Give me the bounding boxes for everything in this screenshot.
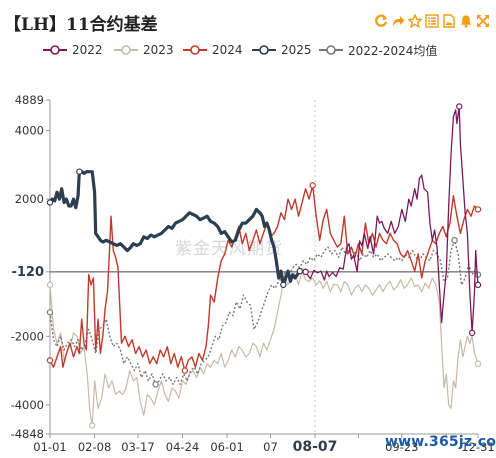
x-tick-label: 12-31 xyxy=(461,440,494,454)
refresh-icon[interactable] xyxy=(374,14,388,28)
legend-item-average[interactable]: 2022-2024均值 xyxy=(318,40,437,60)
legend-label-average: 2022-2024均值 xyxy=(348,43,438,58)
series-point-2024 xyxy=(181,367,189,374)
series-point-2023 xyxy=(474,360,482,367)
x-tick-label: 06-01 xyxy=(210,440,243,454)
x-tick-label: 07 xyxy=(263,440,278,454)
x-tick-label: 04-24 xyxy=(166,440,199,454)
image-icon[interactable] xyxy=(442,14,456,28)
y-tick-label: -2000 xyxy=(11,329,44,343)
series-point-2025 xyxy=(280,281,287,289)
series-point-2023 xyxy=(89,422,96,429)
series-point-2024 xyxy=(46,357,54,364)
x-tick-label: 03-17 xyxy=(121,440,154,454)
y-tick-label: -4000 xyxy=(11,398,44,412)
title-bar: 【LH】11合约基差 xyxy=(0,0,496,44)
background-watermark: 紫金天风期货 xyxy=(175,239,283,259)
legend-label-2023: 2023 xyxy=(143,43,174,57)
y-tick-label: -4848 xyxy=(11,427,44,441)
series-point-2025 xyxy=(296,267,303,275)
y-tick-label: 4000 xyxy=(15,123,44,137)
expand-icon[interactable] xyxy=(476,14,490,28)
x-tick-label: 01-01 xyxy=(33,440,66,454)
series-point-2022 xyxy=(468,329,476,337)
bell-icon[interactable] xyxy=(459,14,473,28)
x-tick-label: 08-07 xyxy=(293,439,338,455)
series-point-2022 xyxy=(474,281,482,289)
chart-legend: 2022 2023 2024 2025 2022-2024均值 xyxy=(0,40,496,62)
legend-item-2024[interactable]: 2024 xyxy=(182,40,243,60)
legend-label-2024: 2024 xyxy=(212,43,243,57)
series-point-2023 xyxy=(46,281,54,289)
y-tick-label: -120 xyxy=(11,265,44,280)
series-point-2022-2024 xyxy=(451,237,458,244)
list-icon[interactable] xyxy=(425,14,439,28)
series-line-2022 xyxy=(305,105,479,334)
legend-label-2022: 2022 xyxy=(72,43,103,57)
legend-item-2025[interactable]: 2025 xyxy=(251,40,312,60)
series-point-2024 xyxy=(474,206,482,213)
series-point-2024 xyxy=(309,182,316,189)
legend-item-2022[interactable]: 2022 xyxy=(42,40,103,60)
y-tick-label: 4889 xyxy=(15,93,44,107)
y-tick-label: 2000 xyxy=(15,192,44,206)
series-line-2022-2024 xyxy=(49,239,479,385)
x-tick-label: 09-23 xyxy=(385,440,418,454)
series-point-2022-2024 xyxy=(152,381,159,388)
share-icon[interactable] xyxy=(391,14,405,28)
site-watermark: www.365jz.com xyxy=(385,434,496,450)
series-line-2024 xyxy=(49,184,479,372)
series-point-2022-2024 xyxy=(46,309,54,316)
legend-item-2023[interactable]: 2023 xyxy=(113,40,174,60)
toolbar xyxy=(374,14,490,28)
star-icon[interactable] xyxy=(408,14,422,28)
series-line-2023 xyxy=(49,270,479,427)
series-point-2025 xyxy=(46,199,54,206)
legend-label-2025: 2025 xyxy=(281,43,312,57)
series-point-2025 xyxy=(76,168,83,175)
chart-title: 【LH】11合约基差 xyxy=(4,15,158,35)
series-point-2022 xyxy=(456,103,463,110)
series-point-2022 xyxy=(302,268,309,276)
series-line-2025 xyxy=(48,170,302,287)
x-tick-label: 02-08 xyxy=(78,440,111,454)
